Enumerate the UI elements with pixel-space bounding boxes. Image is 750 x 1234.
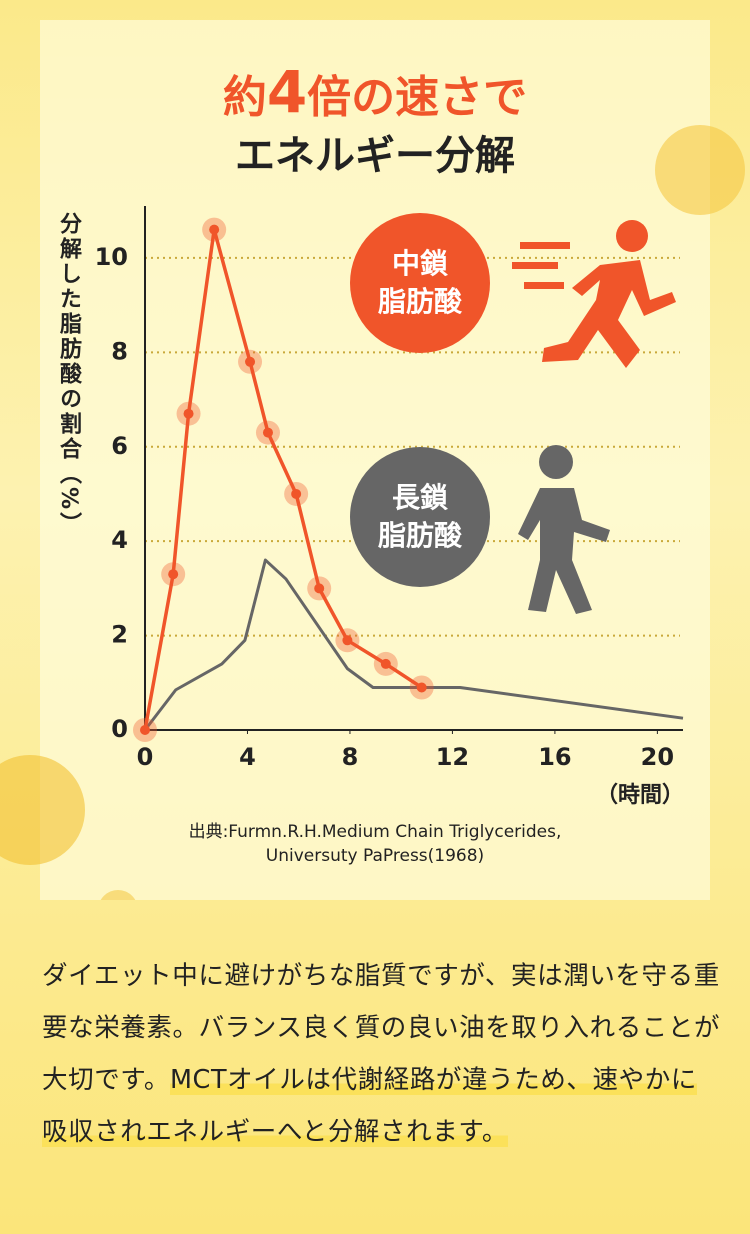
x-tick-label: 4 — [239, 743, 256, 771]
point — [209, 224, 220, 235]
oil-drop — [0, 755, 85, 865]
legend-badge: 長鎖 脂肪酸 — [350, 447, 490, 587]
point — [342, 635, 353, 646]
x-tick-label: 16 — [538, 743, 571, 771]
subtitle: エネルギー分解 — [235, 133, 515, 179]
title: 約4倍の速さで — [223, 58, 527, 126]
x-tick-label: 12 — [436, 743, 469, 771]
x-tick-label: 0 — [137, 743, 154, 771]
runner-icon — [512, 220, 676, 368]
title-number: 4 — [267, 58, 307, 126]
y-tick-label: 0 — [111, 715, 128, 743]
y-tick-label: 4 — [111, 526, 128, 554]
y-tick-label: 10 — [95, 243, 128, 271]
y-tick-label: 6 — [111, 432, 128, 460]
walker-icon — [518, 445, 610, 614]
point — [262, 427, 273, 438]
source: 出典:Furmn.R.H.Medium Chain Triglycerides, — [189, 822, 562, 842]
oil-drop — [655, 125, 745, 215]
x-axis-label: （時間） — [596, 783, 684, 808]
point — [416, 682, 427, 693]
point — [380, 658, 391, 669]
panel — [40, 20, 710, 900]
oil-drop — [100, 890, 136, 900]
point — [140, 725, 150, 735]
point — [168, 569, 179, 580]
y-tick-label: 2 — [111, 621, 128, 649]
point — [314, 583, 325, 594]
legend-badge: 中鎖 脂肪酸 — [350, 213, 490, 353]
body-text: ダイエット中に避けがちな脂質ですが、実は潤いを守る重要な栄養素。バランス良く質の… — [42, 950, 722, 1158]
y-axis-label: 分解した脂肪酸の割合（%） — [56, 212, 81, 538]
x-tick-label: 20 — [641, 743, 674, 771]
x-tick-label: 8 — [342, 743, 359, 771]
point — [183, 408, 194, 419]
title-suffix: 倍の速さで — [307, 72, 527, 123]
point — [245, 356, 256, 367]
y-tick-label: 8 — [111, 337, 128, 365]
body-text-plain: ダイエット中に避けがちな脂質ですが、実は潤いを守る重要な栄養素。バランス良く質の… — [42, 961, 721, 1095]
title-prefix: 約 — [223, 72, 267, 123]
point — [291, 488, 302, 499]
source: Universuty PaPress(1968) — [266, 846, 484, 866]
series-line — [143, 558, 684, 731]
